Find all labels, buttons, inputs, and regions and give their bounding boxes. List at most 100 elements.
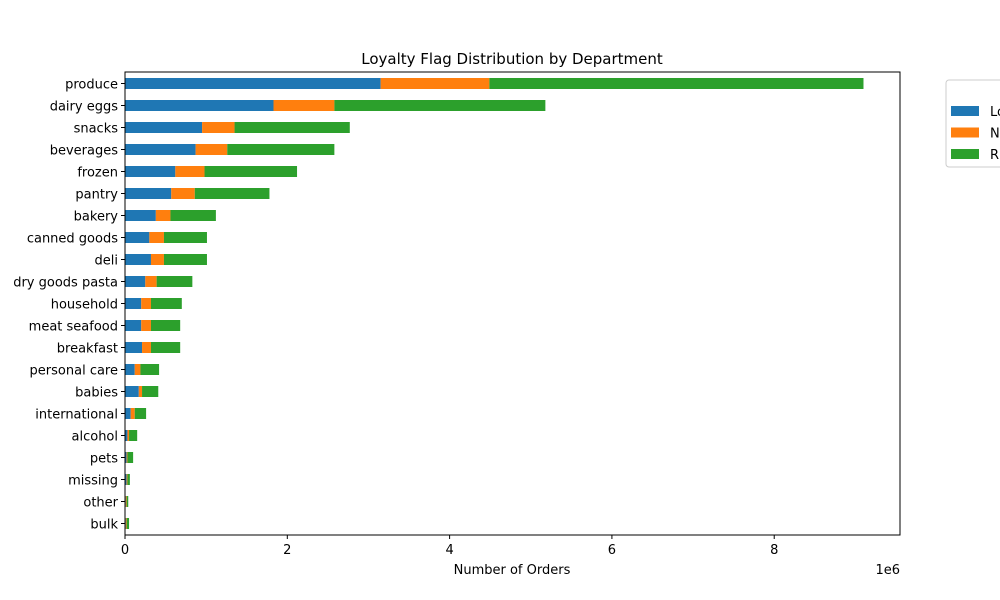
bar-n-meat-seafood: [141, 320, 151, 331]
x-tick-label: 4: [445, 543, 453, 558]
bar-r-frozen: [204, 166, 298, 177]
bar-r-deli: [163, 254, 207, 265]
bar-n-personal-care: [134, 364, 141, 375]
bar-r-beverages: [227, 144, 335, 155]
bar-n-bakery: [155, 210, 171, 221]
bar-r-canned-goods: [163, 232, 207, 243]
legend-swatch-n: [951, 127, 979, 138]
legend: Lo NR: [945, 79, 1000, 168]
y-tick-label: snacks: [74, 122, 119, 137]
bar-n-pantry: [171, 188, 195, 199]
legend-label-lo: Lo: [990, 105, 1000, 120]
bar-n-other: [125, 496, 127, 507]
bar-r-dry-goods-pasta: [156, 276, 193, 287]
bar-r-dairy-eggs: [334, 100, 546, 111]
y-tick-label: personal care: [30, 364, 118, 379]
y-tick-label: alcohol: [72, 430, 118, 445]
bar-n-deli: [150, 254, 164, 265]
bar-r-other: [126, 496, 129, 507]
bar-n-beverages: [195, 144, 228, 155]
bar-n-produce: [380, 78, 490, 89]
y-tick-label: breakfast: [57, 342, 118, 357]
bar-n-dairy-eggs: [273, 100, 335, 111]
y-tick-label: household: [51, 298, 118, 313]
bar-r-pantry: [194, 188, 270, 199]
y-tick-label: canned goods: [27, 232, 118, 247]
bar-n-frozen: [175, 166, 205, 177]
legend-box: [945, 79, 1000, 168]
y-tick-label: bulk: [90, 518, 118, 533]
y-tick-label: bakery: [74, 210, 119, 225]
bar-n-pets: [126, 452, 128, 463]
bar-r-alcohol: [129, 430, 138, 441]
chart-title: Loyalty Flag Distribution by Department: [361, 50, 663, 68]
bar-lo-babies: [125, 386, 139, 397]
y-tick-label: international: [35, 408, 118, 423]
bar-lo-breakfast: [125, 342, 143, 353]
plot-frame: [124, 71, 901, 536]
bar-lo-beverages: [125, 144, 196, 155]
bar-n-breakfast: [142, 342, 151, 353]
bar-lo-meat-seafood: [125, 320, 142, 331]
bar-lo-international: [125, 408, 131, 419]
bar-lo-pantry: [125, 188, 172, 199]
bar-r-personal-care: [140, 364, 160, 375]
y-tick-label: meat seafood: [29, 320, 118, 335]
x-axis: 0 2 4 6 8: [121, 535, 778, 558]
y-axis: produce dairy eggs snacks beverages frozen pa…: [13, 78, 125, 533]
bar-lo-alcohol: [125, 430, 128, 441]
bar-n-missing: [126, 474, 128, 485]
bar-lo-pets: [125, 452, 127, 463]
bar-n-bulk: [125, 518, 127, 529]
bar-r-produce: [489, 78, 864, 89]
y-tick-label: missing: [68, 474, 118, 489]
bar-lo-personal-care: [125, 364, 135, 375]
y-tick-label: beverages: [50, 144, 119, 159]
bar-lo-dairy-eggs: [125, 100, 274, 111]
bar-r-pets: [127, 452, 134, 463]
bar-n-canned-goods: [149, 232, 164, 243]
x-tick-label: 8: [770, 543, 778, 558]
legend-label-n: N: [990, 127, 1000, 142]
bar-r-meat-seafood: [150, 320, 181, 331]
bar-n-household: [141, 298, 151, 309]
bar-r-breakfast: [150, 342, 181, 353]
bar-r-bulk: [126, 518, 130, 529]
x-axis-offset-label: 1e6: [875, 563, 900, 578]
bar-lo-household: [125, 298, 142, 309]
y-tick-label: babies: [75, 386, 118, 401]
y-tick-label: pantry: [75, 188, 118, 203]
bar-n-babies: [138, 386, 143, 397]
bar-lo-canned-goods: [125, 232, 150, 243]
bar-r-babies: [142, 386, 159, 397]
y-tick-label: dry goods pasta: [13, 276, 118, 291]
bar-n-alcohol: [127, 430, 130, 441]
bar-lo-frozen: [125, 166, 176, 177]
bar-r-international: [134, 408, 147, 419]
bar-lo-snacks: [125, 122, 203, 133]
bar-r-bakery: [170, 210, 216, 221]
y-tick-label: deli: [95, 254, 118, 269]
x-tick-label: 6: [608, 543, 616, 558]
x-tick-label: 2: [283, 543, 291, 558]
y-tick-label: pets: [90, 452, 118, 467]
bar-n-snacks: [202, 122, 235, 133]
bar-lo-bakery: [125, 210, 156, 221]
x-tick-label: 0: [121, 543, 129, 558]
bar-lo-missing: [125, 474, 127, 485]
legend-swatch-r: [951, 149, 979, 159]
bar-lo-deli: [125, 254, 151, 265]
y-tick-label: frozen: [77, 166, 118, 181]
y-tick-label: other: [83, 496, 118, 511]
y-tick-label: produce: [65, 78, 118, 93]
bar-r-missing: [127, 474, 130, 485]
legend-swatch-lo: [951, 106, 979, 116]
bars-group: [125, 78, 864, 529]
bar-r-snacks: [234, 122, 350, 133]
y-tick-label: dairy eggs: [50, 100, 119, 115]
bar-r-household: [150, 298, 182, 309]
bar-lo-produce: [125, 78, 381, 89]
bar-n-dry-goods-pasta: [145, 276, 157, 287]
bar-n-international: [130, 408, 135, 419]
